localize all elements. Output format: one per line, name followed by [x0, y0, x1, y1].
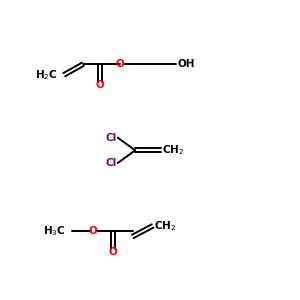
Text: O: O [89, 226, 98, 236]
Text: O: O [116, 59, 124, 69]
Text: Cl: Cl [105, 133, 116, 142]
Text: OH: OH [177, 59, 194, 69]
Text: CH$_2$: CH$_2$ [162, 143, 184, 157]
Text: H$_3$C: H$_3$C [43, 224, 65, 238]
Text: O: O [109, 247, 117, 256]
Text: Cl: Cl [105, 158, 116, 168]
Text: O: O [96, 80, 105, 90]
Text: CH$_2$: CH$_2$ [154, 219, 176, 233]
Text: H$_2$C: H$_2$C [34, 68, 57, 82]
